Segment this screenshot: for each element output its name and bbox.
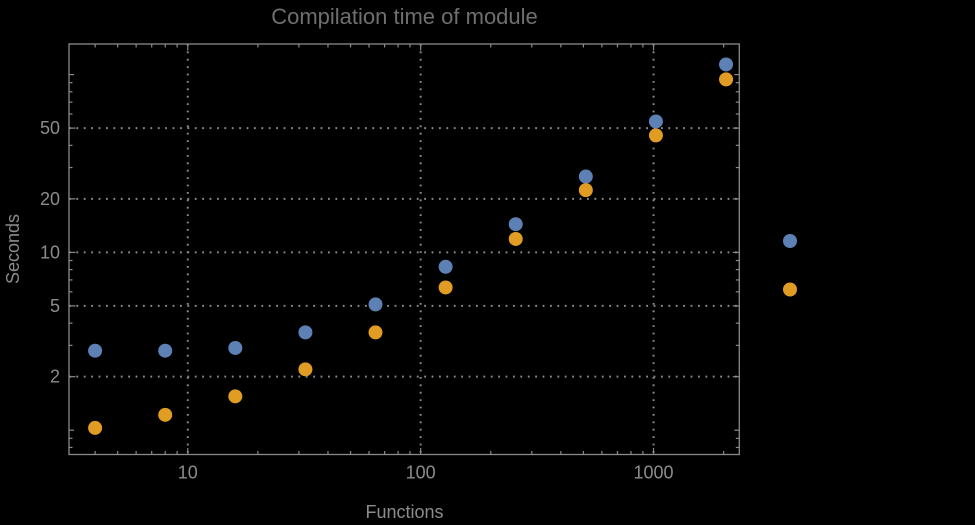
- data-point-orange: [648, 128, 663, 143]
- y-tick-label: 10: [40, 242, 60, 262]
- data-point-orange: [508, 231, 523, 246]
- y-tick-label: 5: [50, 296, 60, 316]
- y-tick-label: 20: [40, 189, 60, 209]
- data-point-orange: [368, 325, 383, 340]
- x-tick-label: 10: [178, 462, 198, 482]
- data-point-blue: [88, 343, 103, 358]
- data-point-blue: [228, 340, 243, 355]
- data-point-orange: [88, 420, 103, 435]
- y-tick-label: 2: [50, 367, 60, 387]
- x-tick-label: 1000: [634, 462, 674, 482]
- x-tick-label: 100: [406, 462, 436, 482]
- data-point-blue: [368, 297, 383, 312]
- legend-marker-orange: [783, 282, 797, 297]
- data-point-blue: [438, 259, 453, 274]
- chart-title: Compilation time of module: [271, 4, 538, 29]
- legend-marker-blue: [783, 234, 797, 248]
- data-point-orange: [719, 72, 734, 87]
- data-point-blue: [508, 217, 523, 232]
- x-axis-label: Functions: [365, 502, 444, 522]
- plot-frame: [68, 43, 740, 456]
- y-tick-label: 50: [40, 118, 60, 138]
- data-point-orange: [578, 183, 593, 198]
- data-point-orange: [298, 362, 313, 377]
- data-point-orange: [438, 280, 453, 295]
- data-point-blue: [648, 114, 663, 129]
- data-point-orange: [158, 407, 173, 422]
- data-point-blue: [578, 169, 593, 184]
- data-point-blue: [158, 343, 173, 358]
- data-point-blue: [719, 57, 734, 72]
- data-point-orange: [228, 389, 243, 404]
- data-point-blue: [298, 325, 313, 340]
